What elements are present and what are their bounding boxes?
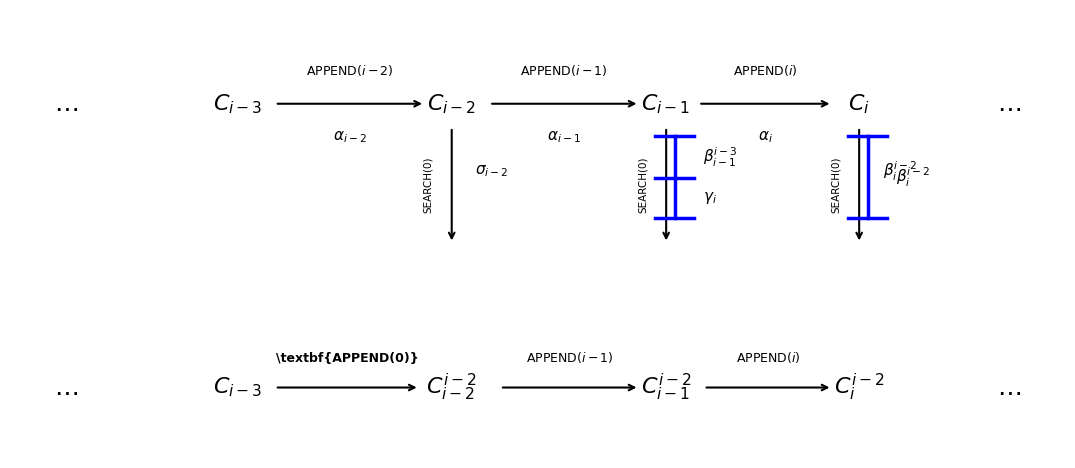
Text: APPEND$(i-1)$: APPEND$(i-1)$ <box>520 63 608 78</box>
Text: $\ldots$: $\ldots$ <box>998 375 1021 400</box>
Text: $\alpha_{i-2}$: $\alpha_{i-2}$ <box>333 129 367 145</box>
Text: $C_{i-2}^{i-2}$: $C_{i-2}^{i-2}$ <box>427 372 477 403</box>
Text: $C_i$: $C_i$ <box>848 92 870 116</box>
Text: $\ldots$: $\ldots$ <box>998 92 1021 116</box>
Text: \textbf{APPEND(0)}: \textbf{APPEND(0)} <box>276 352 418 365</box>
Text: $C_{i-3}$: $C_{i-3}$ <box>213 376 262 399</box>
Text: $C_{i-1}$: $C_{i-1}$ <box>642 92 691 116</box>
Text: SEARCH(0): SEARCH(0) <box>831 157 841 213</box>
Text: APPEND$(i-1)$: APPEND$(i-1)$ <box>526 350 614 365</box>
Text: $C_i^{i-2}$: $C_i^{i-2}$ <box>834 372 885 403</box>
Text: $\alpha_{i-1}$: $\alpha_{i-1}$ <box>547 129 582 145</box>
Text: $\ldots$: $\ldots$ <box>54 92 77 116</box>
Text: APPEND$(i-2)$: APPEND$(i-2)$ <box>306 63 393 78</box>
Text: $\gamma_i$: $\gamma_i$ <box>703 190 717 206</box>
Text: $\beta_i^{i-2}$: $\beta_i^{i-2}$ <box>883 160 917 183</box>
Text: $\beta_{i-1}^{i-3}$: $\beta_{i-1}^{i-3}$ <box>703 146 737 169</box>
Text: $\beta_i^{i-2}$: $\beta_i^{i-2}$ <box>895 165 930 189</box>
Text: $C_{i-3}$: $C_{i-3}$ <box>213 92 262 116</box>
Text: $\alpha_i$: $\alpha_i$ <box>758 129 773 145</box>
Text: $C_{i-1}^{i-2}$: $C_{i-1}^{i-2}$ <box>641 372 691 403</box>
Text: APPEND$(i)$: APPEND$(i)$ <box>735 350 800 365</box>
Text: SEARCH(0): SEARCH(0) <box>424 157 433 213</box>
Text: $C_{i-2}$: $C_{i-2}$ <box>427 92 476 116</box>
Text: $\ldots$: $\ldots$ <box>54 375 77 400</box>
Text: $\sigma_{i-2}$: $\sigma_{i-2}$ <box>475 163 508 179</box>
Text: APPEND$(i)$: APPEND$(i)$ <box>733 63 798 78</box>
Text: SEARCH(0): SEARCH(0) <box>637 157 647 213</box>
